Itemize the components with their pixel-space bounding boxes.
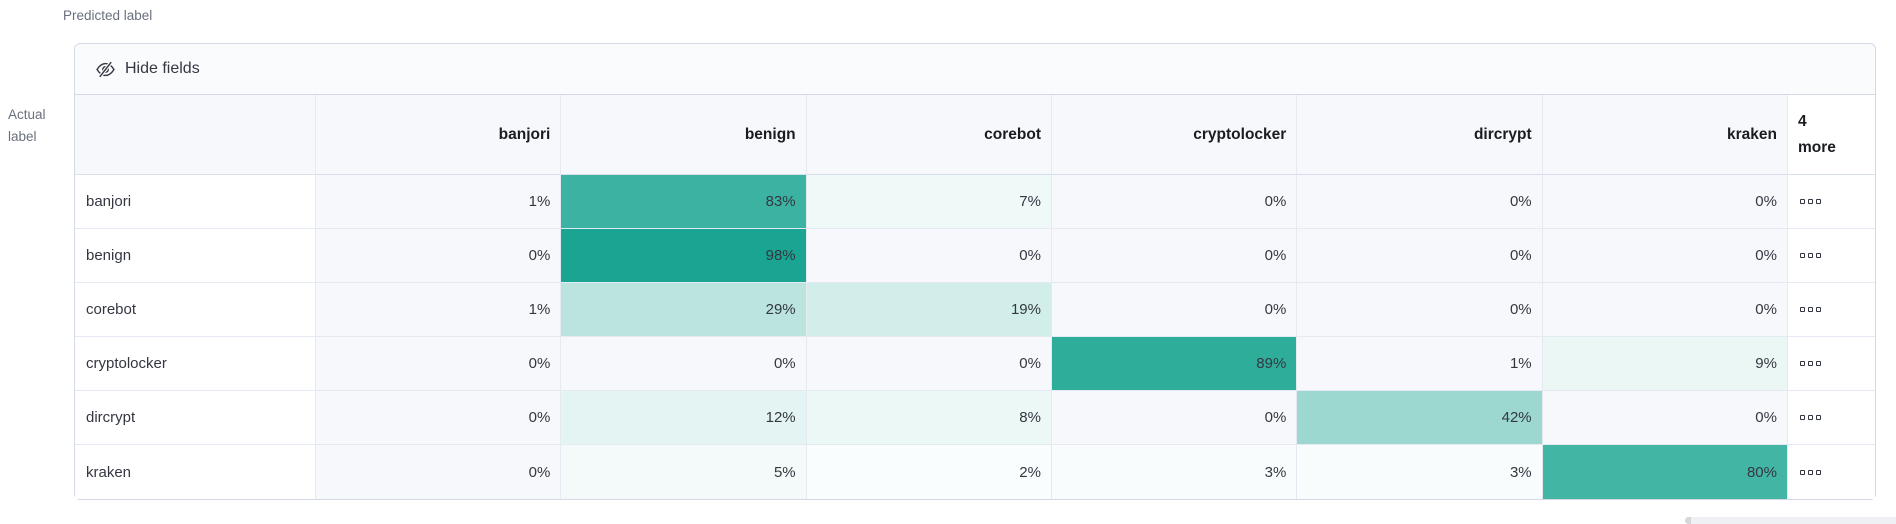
matrix-cell-banjori-kraken: 0%	[1542, 175, 1788, 229]
row-label-benign: benign	[75, 229, 316, 283]
matrix-cell-corebot-cryptolocker: 0%	[1051, 283, 1298, 337]
row-label-dircrypt: dircrypt	[75, 391, 316, 445]
matrix-cell-kraken-benign: 5%	[561, 445, 807, 499]
horizontal-scrollbar[interactable]	[1685, 517, 1896, 524]
matrix-cell-banjori-cryptolocker: 0%	[1051, 175, 1298, 229]
matrix-cell-dircrypt-banjori: 0%	[316, 391, 562, 445]
boxes-horizontal-icon	[1799, 361, 1821, 366]
matrix-cell-dircrypt-kraken: 0%	[1542, 391, 1788, 445]
matrix-cell-corebot-kraken: 0%	[1542, 283, 1788, 337]
more-columns-button-benign[interactable]	[1787, 229, 1875, 283]
matrix-cell-cryptolocker-cryptolocker: 89%	[1051, 337, 1298, 391]
column-header-cryptolocker[interactable]: cryptolocker	[1051, 95, 1298, 175]
matrix-cell-banjori-banjori: 1%	[316, 175, 562, 229]
matrix-cell-cryptolocker-corebot: 0%	[806, 337, 1052, 391]
confusion-matrix-table: banjori benign corebot cryptolocker dircrypt…	[75, 95, 1875, 499]
matrix-cell-benign-corebot: 0%	[806, 229, 1052, 283]
matrix-cell-dircrypt-cryptolocker: 0%	[1051, 391, 1298, 445]
matrix-cell-corebot-benign: 29%	[561, 283, 807, 337]
boxes-horizontal-icon	[1799, 415, 1821, 420]
boxes-horizontal-icon	[1799, 307, 1821, 312]
matrix-cell-benign-dircrypt: 0%	[1297, 229, 1543, 283]
matrix-cell-cryptolocker-banjori: 0%	[316, 337, 562, 391]
matrix-cell-banjori-benign: 83%	[561, 175, 807, 229]
matrix-cell-dircrypt-benign: 12%	[561, 391, 807, 445]
matrix-cell-kraken-corebot: 2%	[806, 445, 1052, 499]
confusion-matrix-panel: Hide fields banjori benign corebot cryptolo…	[74, 43, 1876, 500]
column-header-banjori[interactable]: banjori	[316, 95, 562, 175]
matrix-cell-kraken-cryptolocker: 3%	[1051, 445, 1298, 499]
more-columns-button-banjori[interactable]	[1787, 175, 1875, 229]
boxes-horizontal-icon	[1799, 253, 1821, 258]
boxes-horizontal-icon	[1799, 469, 1821, 475]
matrix-cell-benign-kraken: 0%	[1542, 229, 1788, 283]
matrix-cell-kraken-dircrypt: 3%	[1297, 445, 1543, 499]
matrix-cell-corebot-corebot: 19%	[806, 283, 1052, 337]
more-columns-button-corebot[interactable]	[1787, 283, 1875, 337]
column-header-kraken[interactable]: kraken	[1542, 95, 1788, 175]
matrix-cell-benign-cryptolocker: 0%	[1051, 229, 1298, 283]
column-header-benign[interactable]: benign	[561, 95, 807, 175]
more-columns-button-cryptolocker[interactable]	[1787, 337, 1875, 391]
matrix-cell-benign-banjori: 0%	[316, 229, 562, 283]
row-label-kraken: kraken	[75, 445, 316, 499]
more-columns-header[interactable]: 4 more	[1787, 95, 1875, 175]
row-label-banjori: banjori	[75, 175, 316, 229]
row-label-corebot: corebot	[75, 283, 316, 337]
matrix-cell-cryptolocker-benign: 0%	[561, 337, 807, 391]
matrix-cell-kraken-kraken: 80%	[1542, 445, 1788, 499]
column-header-corebot[interactable]: corebot	[806, 95, 1052, 175]
hide-fields-button[interactable]: Hide fields	[75, 44, 1875, 95]
boxes-horizontal-icon	[1799, 199, 1821, 204]
more-columns-button-kraken[interactable]	[1787, 445, 1875, 499]
matrix-cell-corebot-dircrypt: 0%	[1297, 283, 1543, 337]
actual-axis-label: Actual label	[8, 107, 46, 144]
matrix-cell-benign-benign: 98%	[561, 229, 807, 283]
matrix-cell-cryptolocker-dircrypt: 1%	[1297, 337, 1543, 391]
matrix-cell-kraken-banjori: 0%	[316, 445, 562, 499]
matrix-cell-banjori-dircrypt: 0%	[1297, 175, 1543, 229]
matrix-cell-banjori-corebot: 7%	[806, 175, 1052, 229]
matrix-cell-cryptolocker-kraken: 9%	[1542, 337, 1788, 391]
eye-closed-icon	[96, 60, 115, 79]
matrix-cell-dircrypt-dircrypt: 42%	[1297, 391, 1543, 445]
column-header-dircrypt[interactable]: dircrypt	[1297, 95, 1543, 175]
corner-cell	[75, 95, 316, 175]
more-columns-button-dircrypt[interactable]	[1787, 391, 1875, 445]
matrix-cell-dircrypt-corebot: 8%	[806, 391, 1052, 445]
hide-fields-label: Hide fields	[125, 60, 200, 77]
predicted-axis-label: Predicted label	[63, 8, 153, 23]
matrix-cell-corebot-banjori: 1%	[316, 283, 562, 337]
row-label-cryptolocker: cryptolocker	[75, 337, 316, 391]
